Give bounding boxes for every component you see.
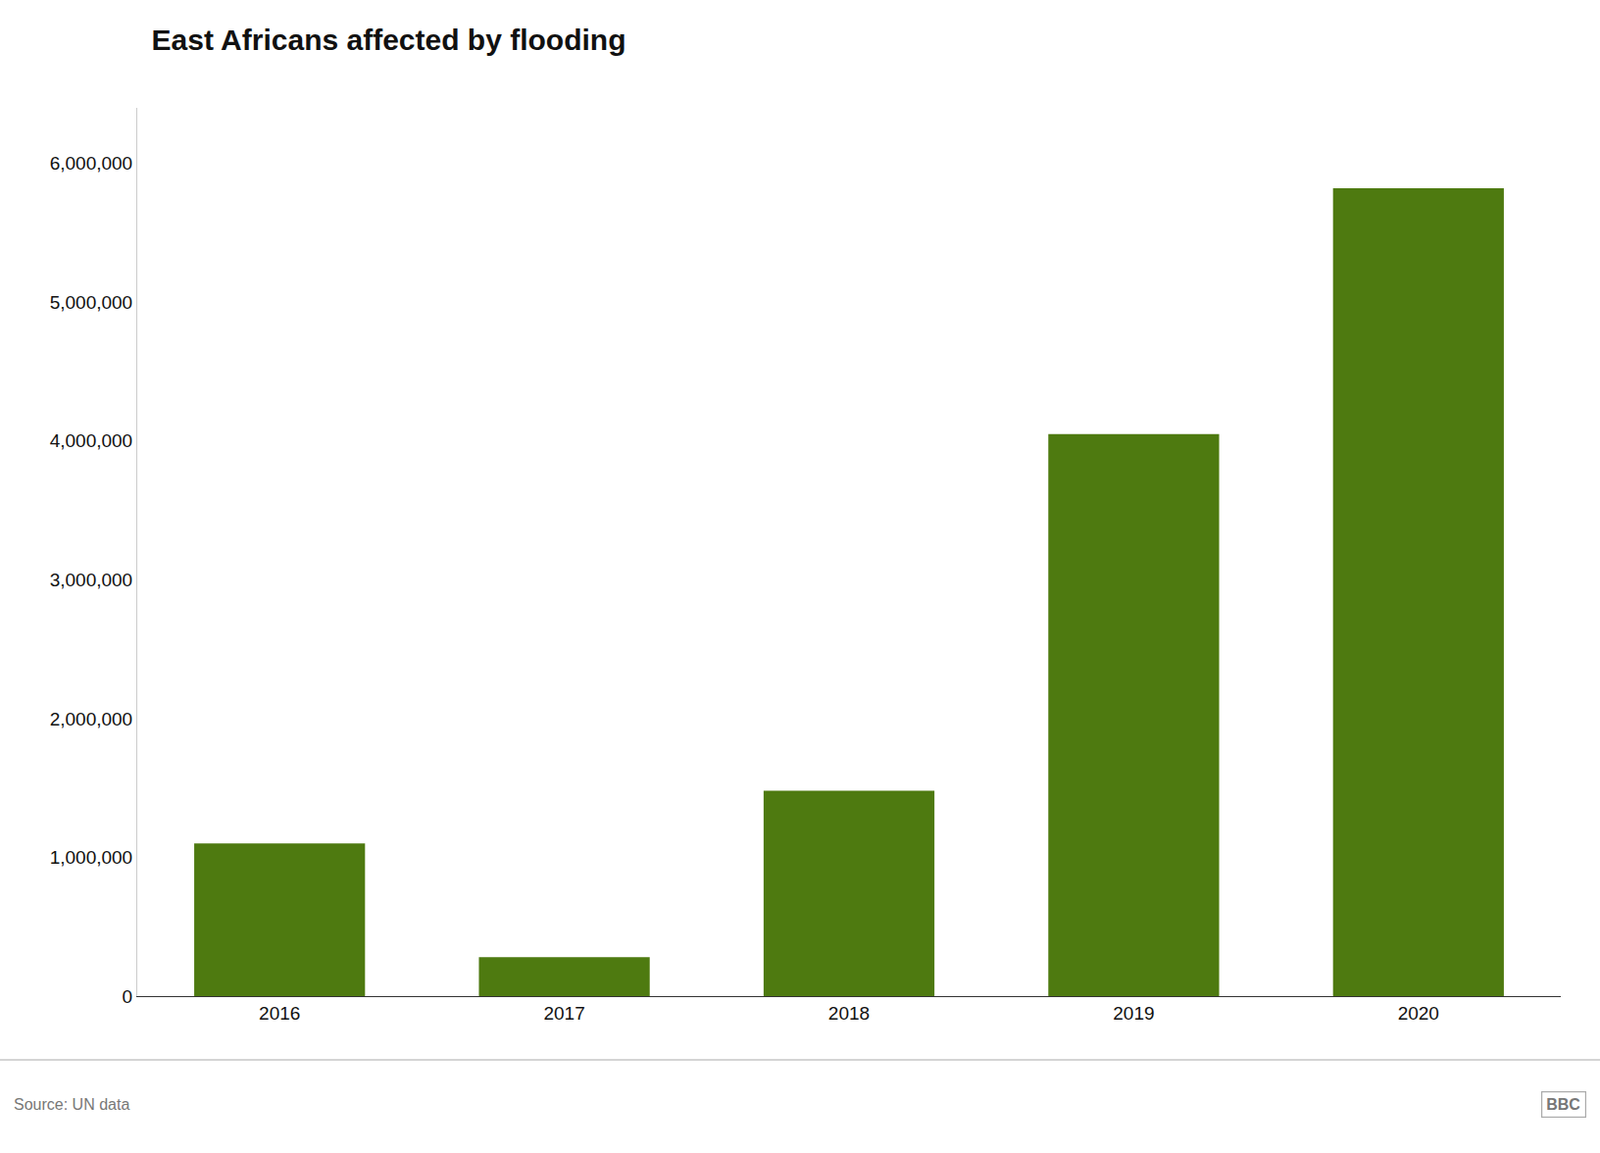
svg-text:2019: 2019	[1112, 1002, 1154, 1024]
svg-text:0: 0	[122, 986, 134, 1007]
svg-text:2020: 2020	[1398, 1002, 1440, 1024]
svg-text:2016: 2016	[258, 1002, 300, 1024]
svg-text:BBC: BBC	[1546, 1096, 1581, 1113]
svg-text:2,000,000: 2,000,000	[50, 708, 134, 730]
svg-text:2018: 2018	[828, 1002, 870, 1024]
svg-text:5,000,000: 5,000,000	[50, 292, 134, 313]
svg-text:Source: UN data: Source: UN data	[13, 1096, 130, 1113]
svg-text:1,000,000: 1,000,000	[50, 847, 134, 868]
svg-text:6,000,000: 6,000,000	[50, 152, 134, 174]
svg-text:2017: 2017	[543, 1002, 585, 1024]
svg-text:3,000,000: 3,000,000	[50, 569, 134, 591]
svg-text:4,000,000: 4,000,000	[50, 430, 134, 451]
svg-text:East Africans affected by floo: East Africans affected by flooding	[151, 23, 627, 56]
